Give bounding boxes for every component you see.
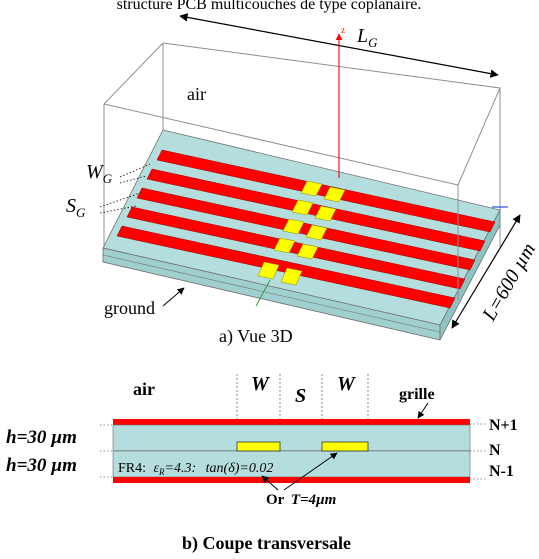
red-strips: [116, 149, 496, 309]
w-label-left: W: [251, 373, 270, 395]
yellow-segment: [257, 261, 280, 280]
or-thickness-label: Or T=4µm: [266, 492, 336, 508]
length-label: LG: [356, 25, 378, 50]
bottom-ground-strip: [113, 477, 470, 483]
yellow-segment: [323, 186, 346, 203]
yellow-conductors: [257, 180, 346, 286]
caption-3d: a) Vue 3D: [219, 326, 293, 347]
yellow-segment: [280, 267, 303, 286]
board-length-label: L=600 µm: [478, 239, 539, 325]
ground-arrow: [162, 287, 185, 307]
yellow-segment: [314, 205, 337, 222]
h-label-top: h=30 µm: [6, 427, 77, 448]
layer-mid-label: N: [489, 442, 501, 459]
or-arrow-left: [261, 475, 279, 491]
view-3d: z LG air WG SG ground L=600 µm a) Vue: [66, 13, 539, 347]
h-label-bottom: h=30 µm: [6, 455, 77, 476]
caption-section: b) Coupe transversale: [182, 533, 351, 554]
ws-guides: [236, 374, 369, 440]
length-dimension-arrow: [179, 13, 499, 78]
yellow-segment: [296, 243, 319, 260]
layer-bottom-label: N-1: [489, 463, 514, 480]
yellow-segment: [291, 199, 314, 216]
header-text: structure PCB multicouches de type copla…: [117, 0, 422, 13]
red-strip: [116, 225, 456, 309]
yellow-segment: [305, 224, 328, 241]
w-label-right: W: [337, 373, 356, 395]
port-line: [255, 279, 271, 307]
right-conductor: [321, 441, 369, 452]
cross-section: air W S W grille N+1 N N-1 h=30 µm h=30 …: [6, 373, 518, 554]
yellow-segment: [273, 237, 296, 254]
board-length-arrow: [451, 214, 521, 329]
left-conductor: [236, 441, 281, 452]
upper-substrate: [112, 424, 471, 452]
yellow-segment: [282, 218, 305, 235]
spacing-label: SG: [66, 195, 86, 220]
grille-arrow: [417, 402, 429, 419]
layer-top-label: N+1: [489, 417, 518, 434]
layer-guides: [470, 423, 487, 480]
s-label: S: [295, 385, 306, 407]
air-label-section: air: [133, 379, 155, 399]
top-grille-strip: [113, 419, 470, 425]
material-text: FR4: εR=4.3: tan(δ)=0.02: [118, 461, 273, 477]
ground-label: ground: [104, 298, 155, 318]
leader-lines: [99, 163, 151, 214]
air-label-3d: air: [187, 84, 206, 104]
width-label: WG: [86, 161, 113, 186]
z-axis-label: z: [341, 25, 345, 35]
h-guides: [100, 424, 113, 478]
grille-label: grille: [399, 386, 435, 403]
or-arrow-right: [283, 452, 338, 491]
yellow-segment: [300, 180, 323, 197]
lower-substrate: [112, 450, 471, 478]
